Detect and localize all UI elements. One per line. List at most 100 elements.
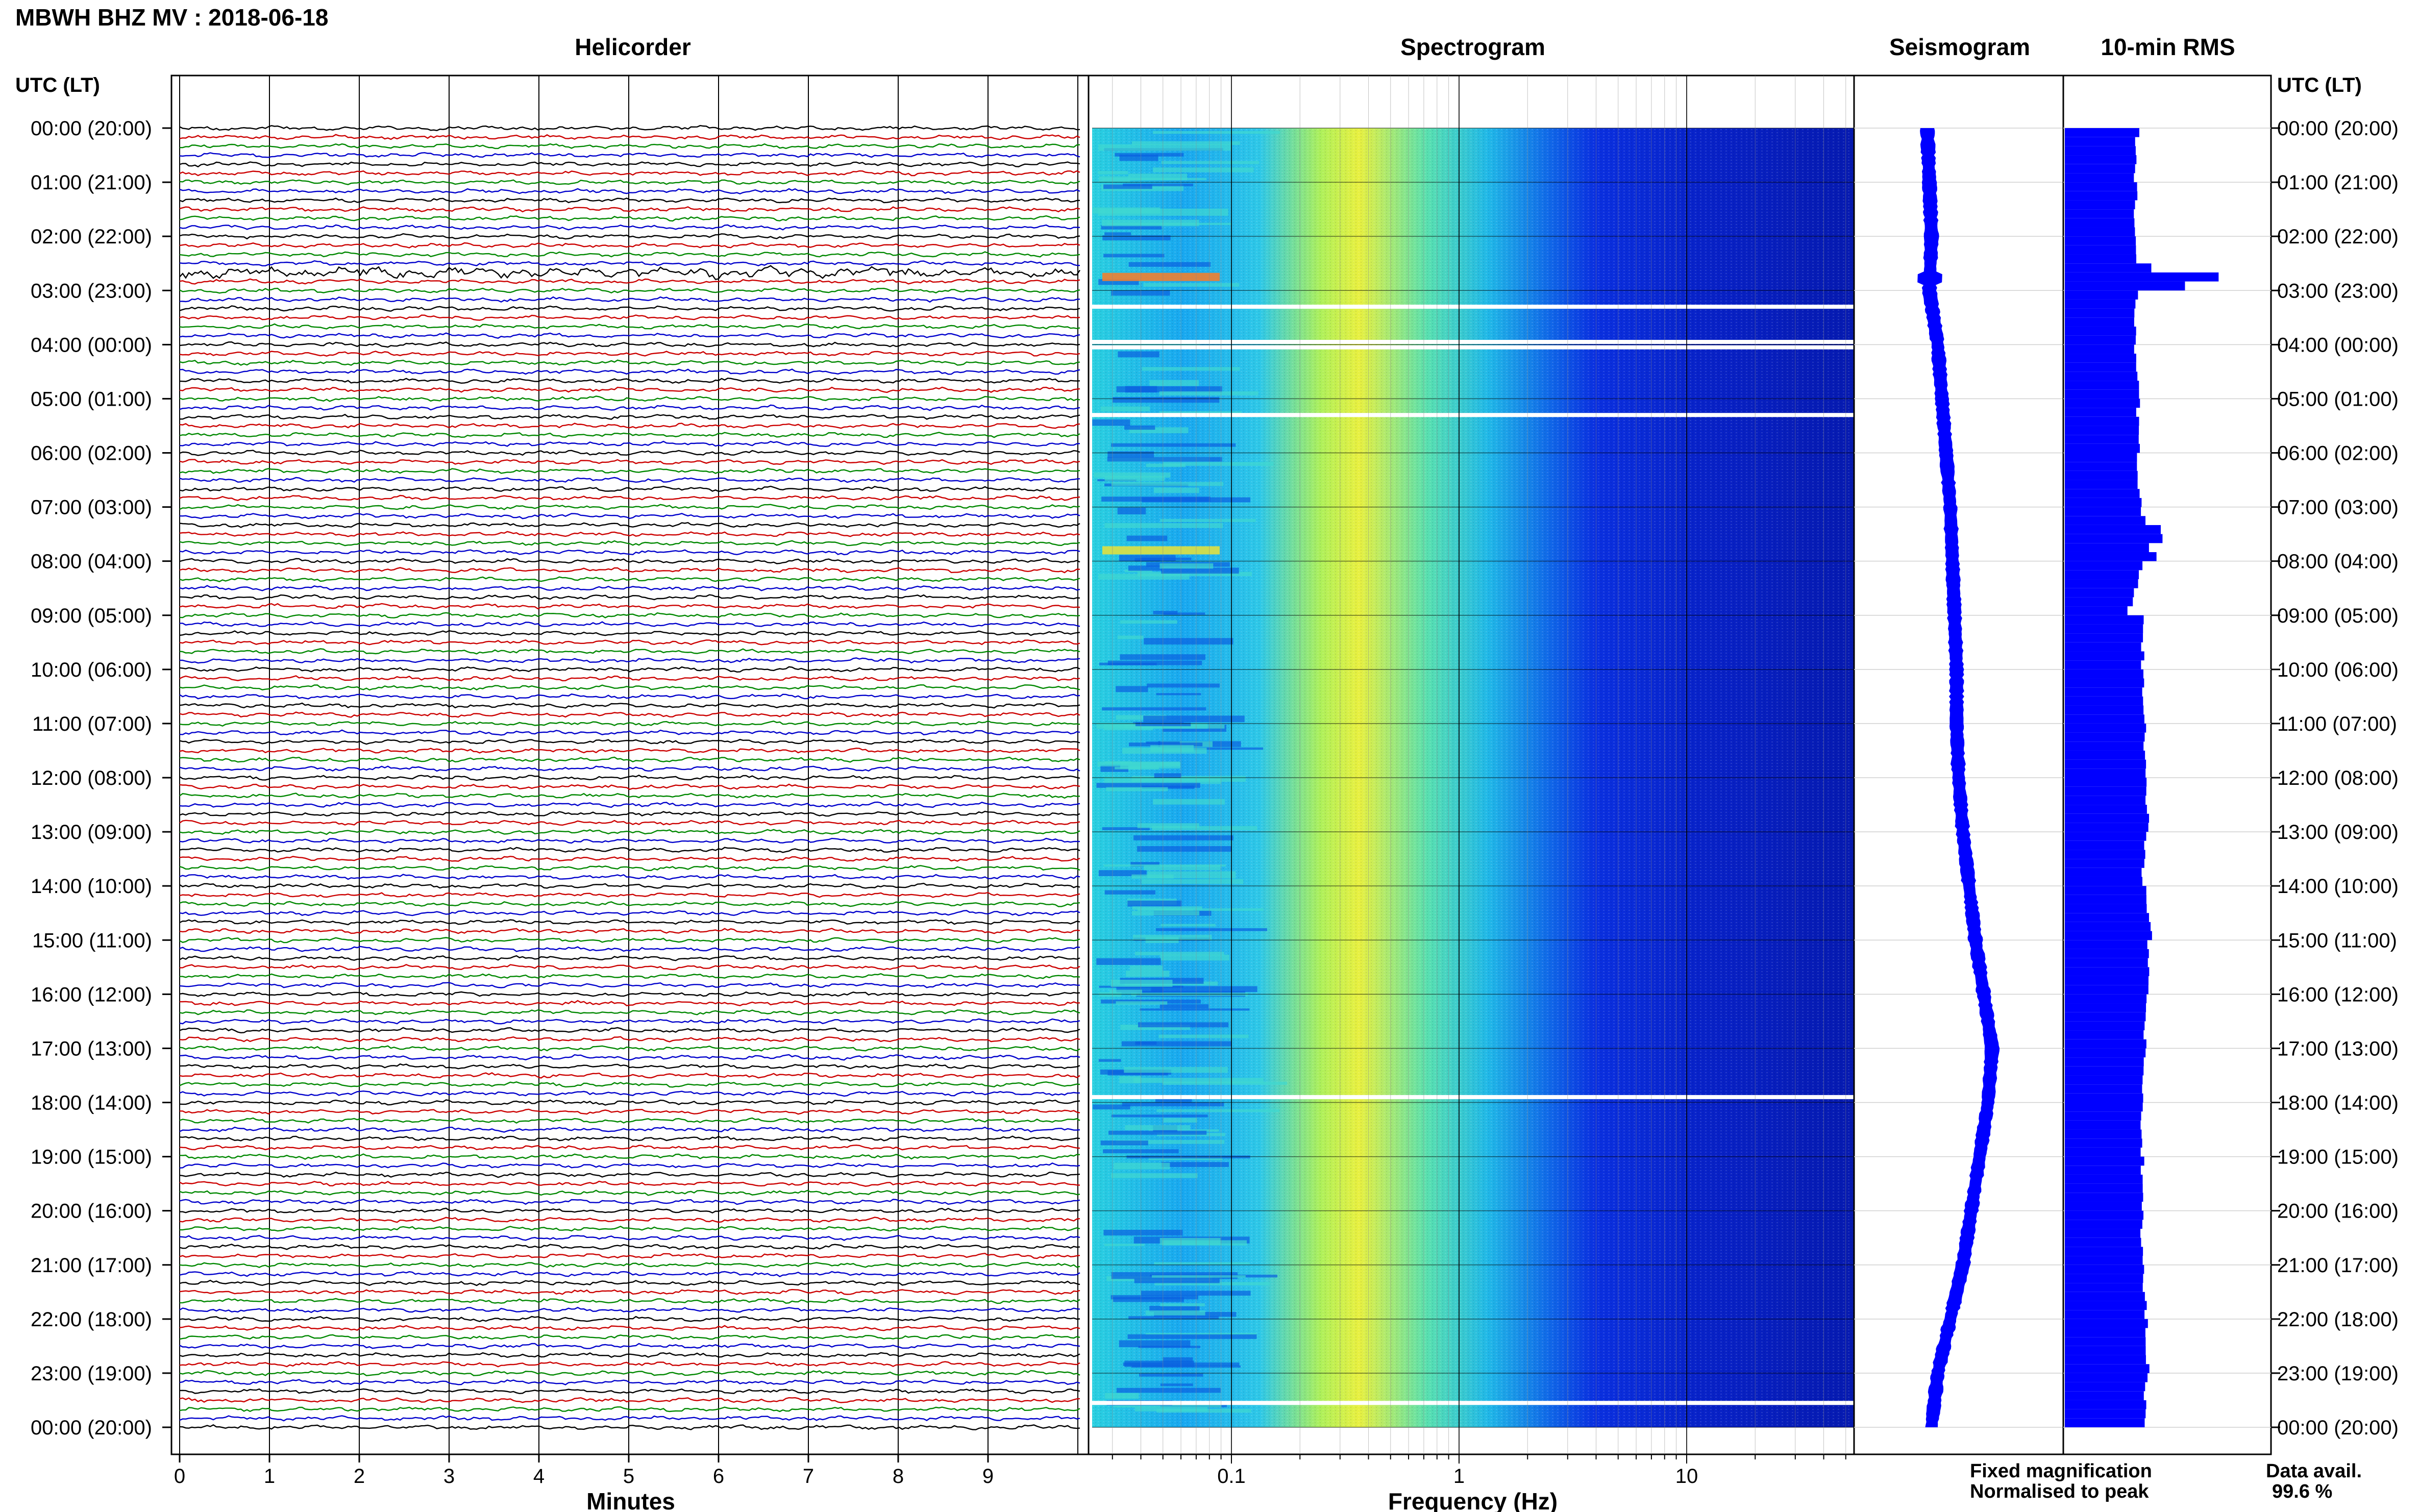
helicorder-trace xyxy=(179,810,1080,817)
time-label-left: 18:00 (14:00) xyxy=(31,1092,152,1114)
rms-bar xyxy=(2065,705,2144,715)
rms-bar xyxy=(2065,832,2146,841)
helicorder-trace xyxy=(179,639,1080,646)
spectrogram-band xyxy=(1162,1081,1288,1085)
helicorder-trace xyxy=(179,1397,1080,1403)
helicorder-trace xyxy=(179,1325,1080,1331)
helicorder-title: Helicorder xyxy=(575,34,691,60)
rms-bar xyxy=(2065,732,2145,742)
rms-bar xyxy=(2065,624,2143,634)
spectrogram-band xyxy=(1119,555,1176,561)
spectrogram-gap xyxy=(1092,1401,1854,1405)
helicorder-trace xyxy=(179,1027,1080,1034)
rms-bar xyxy=(2065,1084,2142,1094)
spectrogram-band xyxy=(1115,766,1141,770)
spectrogram-band xyxy=(1093,207,1161,214)
rms-bar xyxy=(2065,263,2152,272)
spectrogram-band xyxy=(1109,989,1142,994)
spectrogram-band xyxy=(1111,1114,1208,1118)
helicorder-trace xyxy=(179,1316,1080,1323)
spectrogram-band xyxy=(1118,351,1159,358)
spectrogram-band xyxy=(1104,476,1165,481)
rms-bar xyxy=(2065,895,2146,904)
rms-bar xyxy=(2065,967,2150,976)
rms-bar xyxy=(2065,741,2144,751)
spectrogram-band xyxy=(1144,638,1233,645)
spectrogram-band xyxy=(1131,776,1246,782)
spectrogram-band xyxy=(1107,451,1154,458)
rms-bar xyxy=(2065,778,2147,787)
rms-bar xyxy=(2065,723,2146,733)
spectrogram-band xyxy=(1104,761,1132,764)
spectrogram-band xyxy=(1160,954,1229,961)
helicorder-trace xyxy=(179,1217,1080,1223)
spectrogram-band xyxy=(1120,620,1177,624)
spectrogram-band xyxy=(1143,715,1245,723)
helicorder-trace xyxy=(179,910,1080,916)
helicorder-trace xyxy=(179,783,1080,790)
seismogram-trace xyxy=(1917,128,2000,1427)
helicorder-trace xyxy=(179,233,1080,240)
spectrogram-band xyxy=(1107,457,1222,462)
spectrogram-gap xyxy=(1092,305,1854,309)
time-label-left: 00:00 (20:00) xyxy=(31,117,152,140)
spectrogram-band xyxy=(1097,761,1180,766)
spectrogram-band xyxy=(1125,1125,1191,1130)
helicorder-x-tick-label: 5 xyxy=(623,1465,634,1488)
spectrogram-band xyxy=(1153,799,1225,805)
helicorder-trace xyxy=(179,1054,1080,1061)
time-label-left: 01:00 (21:00) xyxy=(31,171,152,194)
legend-fixed-magnification: Fixed magnification xyxy=(1970,1460,2152,1482)
time-label-left: 03:00 (23:00) xyxy=(31,280,152,302)
spectrogram-band xyxy=(1130,965,1163,971)
rms-bar xyxy=(2065,1075,2143,1085)
spectrogram-band xyxy=(1134,952,1224,956)
helicorder-x-tick-label: 9 xyxy=(982,1465,994,1488)
time-axes: 00:00 (20:00) 00:00 (20:00) 01:00 (21:00) 0… xyxy=(31,117,2399,1439)
helicorder-trace xyxy=(179,1135,1080,1142)
helicorder-trace xyxy=(179,504,1080,510)
spectrogram-band xyxy=(1094,472,1171,478)
rms-bar xyxy=(2065,453,2137,462)
rms-bar xyxy=(2065,1003,2146,1012)
helicorder-trace xyxy=(179,1081,1080,1088)
time-label-right: 17:00 (13:00) xyxy=(2277,1037,2399,1060)
time-label-right: 07:00 (03:00) xyxy=(2277,497,2399,519)
rms-bar xyxy=(2065,371,2138,381)
helicorder-trace xyxy=(179,197,1080,204)
rms-title: 10-min RMS xyxy=(2101,34,2235,60)
spectrogram-band xyxy=(1150,745,1194,752)
spectrogram-band xyxy=(1129,427,1189,434)
time-label-right: 00:00 (20:00) xyxy=(2277,1417,2399,1439)
rms-bar xyxy=(2065,1391,2144,1400)
rms-bar xyxy=(2065,696,2143,706)
spectrogram-band xyxy=(1128,262,1211,267)
rms-bar xyxy=(2065,615,2144,625)
helicorder-trace xyxy=(179,765,1080,772)
rms-bar xyxy=(2065,940,2148,949)
rms-bar xyxy=(2065,867,2142,877)
right-axis-title: UTC (LT) xyxy=(2277,74,2362,96)
time-label-right: 15:00 (11:00) xyxy=(2277,929,2397,952)
spectrogram-x-tick-label: 10 xyxy=(1675,1465,1698,1488)
rms-bar xyxy=(2065,588,2134,598)
spectrogram-band xyxy=(1107,1070,1168,1076)
rms-bar xyxy=(2065,1274,2143,1283)
helicorder-trace xyxy=(179,801,1080,808)
time-label-right: 09:00 (05:00) xyxy=(2277,605,2399,627)
spectrogram-band xyxy=(1116,1140,1225,1144)
spectrogram-band xyxy=(1104,232,1131,235)
helicorder-trace xyxy=(179,278,1080,285)
rms-bar xyxy=(2065,516,2146,525)
rms-bar xyxy=(2065,1337,2146,1346)
rms-bar xyxy=(2065,308,2135,318)
rms-bar xyxy=(2065,1021,2145,1031)
helicorder-trace xyxy=(179,1406,1080,1412)
helicorder-trace xyxy=(179,1288,1080,1295)
spectrogram-band xyxy=(1159,563,1214,569)
time-label-left: 19:00 (15:00) xyxy=(31,1146,152,1169)
helicorder-x-tick-label: 1 xyxy=(264,1465,275,1488)
rms-bar xyxy=(2065,687,2142,697)
rms-bar xyxy=(2065,443,2140,453)
